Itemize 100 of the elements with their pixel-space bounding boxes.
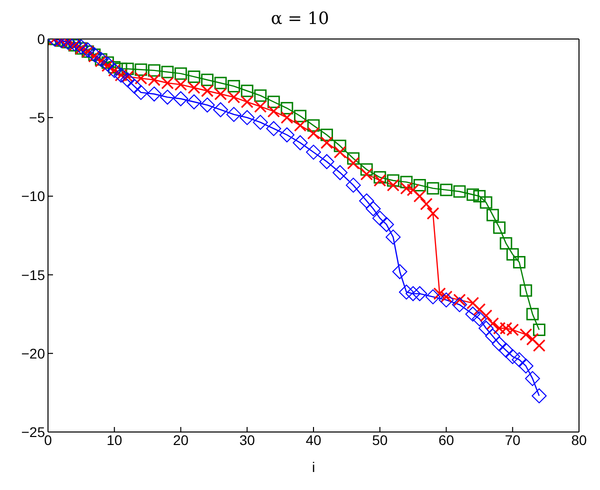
point [520, 284, 532, 297]
point [398, 284, 414, 300]
point [466, 296, 480, 310]
point [440, 290, 453, 304]
point [420, 198, 433, 210]
y-tick-label: −25 [21, 424, 46, 440]
point [532, 339, 546, 352]
point [493, 221, 506, 234]
point [188, 81, 200, 94]
point [186, 94, 202, 110]
point [414, 178, 426, 192]
point [500, 237, 512, 250]
point [473, 303, 486, 316]
point [379, 216, 394, 232]
point [133, 84, 148, 100]
y-tick-label: −15 [21, 266, 46, 283]
y-tick-label: 0 [37, 30, 46, 47]
point [174, 67, 187, 80]
point [485, 328, 500, 344]
chart-title: α = 10 [270, 8, 330, 30]
point [512, 352, 527, 368]
point [200, 98, 215, 113]
point [366, 201, 381, 216]
point [214, 88, 227, 100]
x-tick-label: 70 [504, 432, 521, 448]
point [228, 90, 240, 104]
point [386, 178, 400, 192]
point [214, 76, 227, 90]
point [188, 70, 200, 83]
x-tick-label: 80 [571, 432, 587, 448]
point [520, 328, 532, 341]
point [532, 324, 546, 336]
point [74, 39, 89, 54]
point [359, 193, 374, 208]
point [466, 188, 479, 201]
point [513, 256, 526, 268]
point [425, 289, 440, 304]
point [252, 114, 268, 130]
point [121, 62, 134, 76]
point [319, 154, 334, 170]
point [452, 297, 468, 312]
point [279, 127, 294, 142]
point [126, 78, 142, 94]
point [280, 111, 294, 124]
point [254, 89, 267, 102]
point [440, 184, 452, 196]
point [240, 84, 254, 98]
point [532, 388, 547, 404]
point [292, 135, 308, 150]
point [386, 230, 401, 245]
point [374, 174, 386, 187]
y-tick-label: −5 [29, 110, 46, 126]
point [400, 176, 413, 188]
point [486, 208, 499, 222]
point [472, 311, 487, 326]
point [267, 96, 280, 108]
x-axis-title: i [312, 459, 316, 475]
point [526, 308, 539, 320]
point [505, 349, 520, 364]
point [294, 110, 306, 122]
point [525, 371, 540, 386]
point [438, 292, 454, 308]
point [294, 119, 307, 132]
point [492, 336, 507, 352]
point [254, 100, 267, 113]
point [280, 102, 294, 114]
point [486, 317, 500, 330]
y-tick-label: −20 [21, 345, 46, 362]
point [526, 332, 539, 346]
x-tick-label: 10 [106, 432, 122, 448]
point [386, 174, 400, 187]
point [412, 286, 428, 302]
point [498, 342, 514, 358]
point [201, 84, 214, 98]
point [226, 106, 242, 122]
point [473, 190, 486, 202]
point [347, 156, 360, 170]
point [161, 66, 174, 78]
point [332, 165, 348, 180]
point [453, 185, 466, 198]
point [372, 210, 388, 226]
point [518, 358, 534, 374]
point [478, 320, 494, 336]
point [360, 163, 373, 176]
point [228, 80, 240, 92]
point [148, 64, 160, 77]
point [213, 102, 228, 118]
x-tick-label: 30 [239, 432, 256, 448]
point [347, 152, 360, 165]
point [134, 63, 148, 76]
point [240, 110, 255, 126]
point [173, 91, 188, 106]
point [240, 96, 254, 108]
point [266, 121, 282, 136]
point [426, 182, 440, 195]
point [201, 74, 214, 86]
point [453, 294, 466, 306]
point [433, 287, 446, 300]
point [360, 168, 373, 180]
point [506, 248, 519, 261]
